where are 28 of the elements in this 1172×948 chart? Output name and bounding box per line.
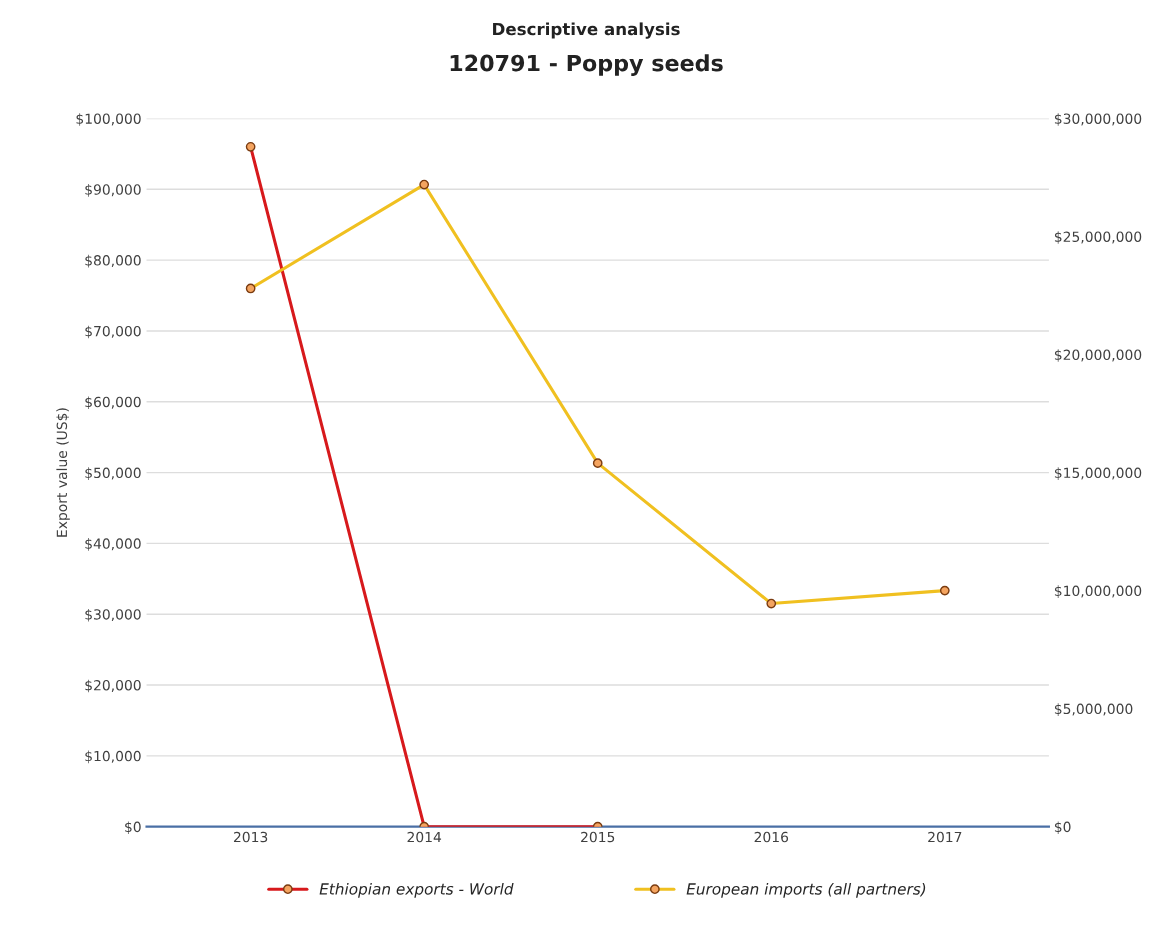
y2-tick-label: $0	[1054, 821, 1071, 834]
y2-tick-label: $15,000,000	[1054, 467, 1142, 480]
y-tick-label: $30,000	[85, 608, 141, 622]
y-tick-label: $0	[125, 821, 141, 834]
x-tick-label: 2014	[407, 831, 442, 843]
legend-label: Ethiopian exports - World	[319, 882, 514, 898]
chart-title: 120791 - Poppy seeds	[450, 54, 723, 76]
y-tick-label: $90,000	[85, 184, 141, 197]
y-axis-title: Export value (US$)	[56, 408, 70, 537]
y2-tick-label: $25,000,000	[1054, 231, 1142, 244]
y2-tick-label: $10,000,000	[1054, 585, 1142, 598]
y-tick-label: $100,000	[76, 113, 141, 126]
y2-tick-label: $20,000,000	[1054, 349, 1142, 362]
legend-label: European imports (all partners)	[686, 882, 926, 898]
y-tick-label: $50,000	[85, 467, 141, 480]
y-tick-label: $60,000	[85, 396, 141, 410]
y-tick-label: $70,000	[85, 325, 141, 339]
y-tick-label: $20,000	[85, 679, 141, 693]
chart-subtitle: Descriptive analysis	[493, 22, 680, 39]
y-tick-label: $10,000	[85, 750, 141, 764]
x-tick-label: 2017	[928, 831, 962, 843]
y2-tick-label: $30,000,000	[1054, 113, 1142, 126]
x-tick-label: 2015	[581, 831, 615, 843]
y2-tick-label: $5,000,000	[1054, 703, 1133, 716]
y-tick-label: $80,000	[85, 254, 141, 268]
x-tick-label: 2016	[754, 831, 789, 843]
y-tick-label: $40,000	[85, 538, 141, 551]
x-tick-label: 2013	[233, 831, 268, 843]
